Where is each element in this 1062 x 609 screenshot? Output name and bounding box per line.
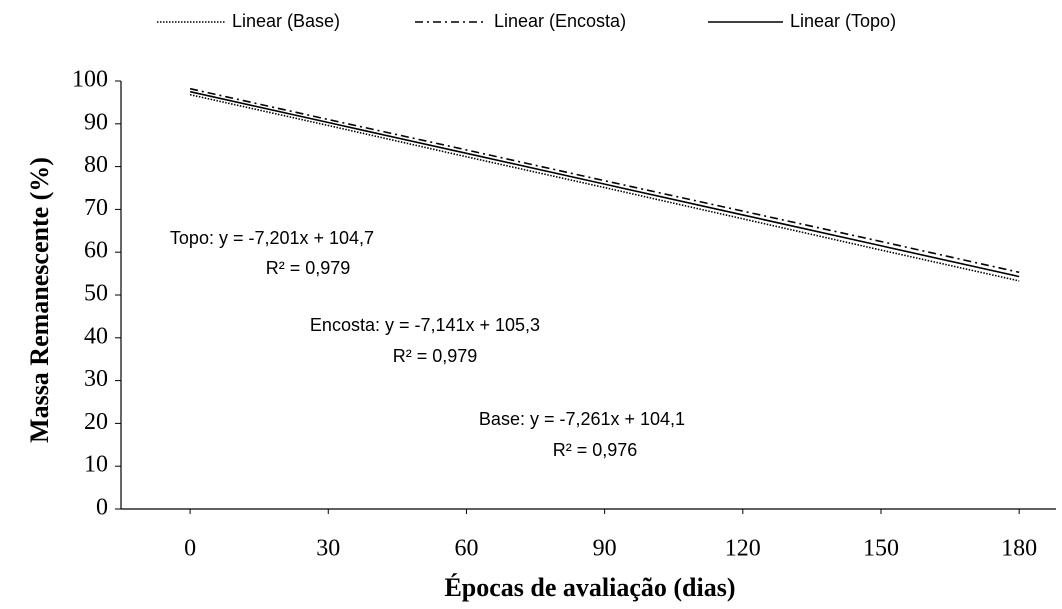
trend-line xyxy=(189,90,1020,278)
y-tick-label: 60 xyxy=(84,238,108,264)
x-tick-label: 60 xyxy=(454,536,478,562)
equation-label: R² = 0,979 xyxy=(393,346,478,366)
y-axis-title: Massa Remanescente (%) xyxy=(25,157,54,443)
y-tick-label: 80 xyxy=(84,152,108,178)
equation-label: Base: y = -7,261x + 104,1 xyxy=(479,409,685,429)
x-tick-label: 150 xyxy=(863,536,899,562)
legend-label: Linear (Topo) xyxy=(790,11,896,31)
y-tick-label: 100 xyxy=(72,67,108,93)
y-tick-label: 20 xyxy=(84,409,108,435)
equation-label: R² = 0,979 xyxy=(266,258,351,278)
x-tick-label: 180 xyxy=(1001,536,1037,562)
trend-line xyxy=(189,93,1020,282)
legend-label: Linear (Encosta) xyxy=(494,11,626,31)
trend-line xyxy=(189,87,1020,274)
y-tick-label: 70 xyxy=(84,195,108,221)
y-tick-label: 50 xyxy=(84,281,108,307)
x-tick-label: 0 xyxy=(184,536,196,562)
legend-label: Linear (Base) xyxy=(232,11,340,31)
x-tick-label: 90 xyxy=(593,536,617,562)
x-tick-label: 120 xyxy=(725,536,761,562)
y-tick-label: 40 xyxy=(84,323,108,349)
x-axis-title: Épocas de avaliação (dias) xyxy=(444,573,735,602)
equation-label: Encosta: y = -7,141x + 105,3 xyxy=(310,315,540,335)
y-tick-label: 30 xyxy=(84,366,108,392)
x-tick-label: 30 xyxy=(316,536,340,562)
equation-label: Topo: y = -7,201x + 104,7 xyxy=(170,228,374,248)
y-tick-label: 10 xyxy=(84,452,108,478)
equation-label: R² = 0,976 xyxy=(553,440,638,460)
y-tick-label: 0 xyxy=(96,495,108,521)
y-tick-label: 90 xyxy=(84,109,108,135)
